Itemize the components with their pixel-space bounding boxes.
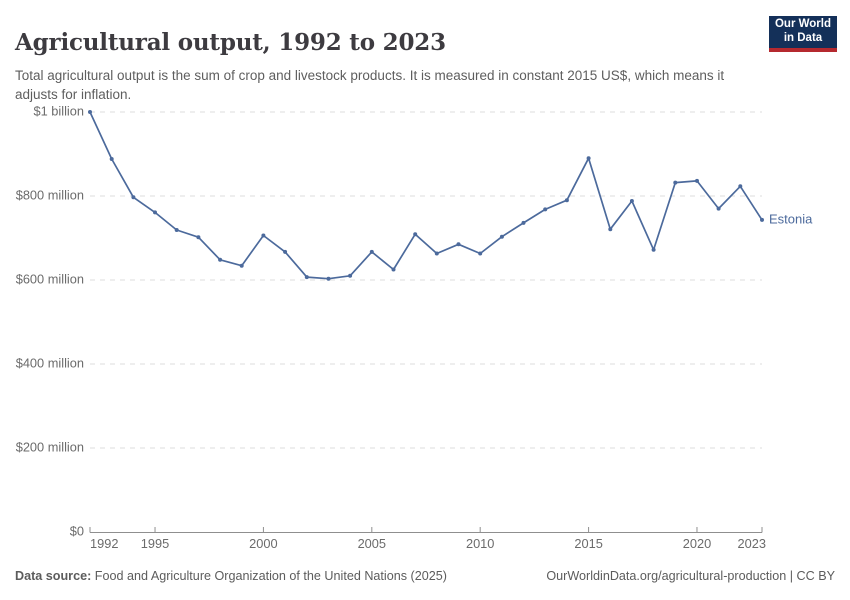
data-point: [348, 273, 353, 278]
data-point: [629, 199, 634, 203]
data-point: [608, 227, 613, 232]
data-line-estonia: [89, 111, 763, 280]
data-point: [478, 251, 483, 256]
data-point: [695, 178, 699, 183]
y-tick-label: $600 million: [16, 271, 84, 286]
data-point: [174, 228, 179, 232]
y-tick-label: $400 million: [16, 355, 84, 370]
data-point: [716, 206, 721, 211]
x-tick-label: 2020: [683, 536, 711, 551]
chart-footer: Data source: Food and Agriculture Organi…: [15, 569, 835, 583]
owid-logo[interactable]: Our World in Data: [769, 16, 837, 52]
y-tick-label: $200 million: [16, 439, 84, 454]
x-tick-label: 2023: [738, 536, 766, 551]
y-tick-label: $800 million: [16, 187, 84, 202]
x-tick-label: 2000: [249, 536, 277, 551]
x-tick-label: 1992: [90, 536, 118, 551]
x-tick-label: 2015: [574, 536, 602, 551]
data-point: [434, 251, 439, 256]
data-source-label: Data source:: [15, 569, 92, 583]
data-point: [586, 156, 591, 161]
chart-subtitle: Total agricultural output is the sum of …: [15, 67, 725, 102]
data-point: [564, 198, 569, 203]
owid-url-license-link[interactable]: OurWorldinData.org/agricultural-producti…: [546, 569, 835, 583]
data-point: [391, 267, 396, 272]
data-point: [283, 249, 288, 254]
data-source-text: Data source: Food and Agriculture Organi…: [15, 569, 447, 583]
data-point: [239, 263, 244, 268]
entity-label-estonia[interactable]: Estonia: [769, 211, 813, 226]
owid-logo-line2: in Data: [783, 32, 823, 44]
data-point: [218, 257, 223, 262]
data-point: [326, 276, 331, 281]
data-point: [499, 234, 504, 239]
data-point: [543, 207, 548, 212]
data-point: [673, 180, 678, 185]
data-point: [651, 247, 656, 252]
data-point: [261, 233, 266, 238]
data-point: [456, 242, 461, 247]
owid-logo-line1: Our World: [774, 18, 831, 31]
data-point: [521, 220, 526, 225]
data-point: [131, 195, 136, 200]
x-tick-label: 2005: [358, 536, 386, 551]
data-point: [304, 275, 309, 280]
data-point: [413, 232, 418, 237]
x-tick-label: 1995: [141, 536, 169, 551]
data-point: [88, 110, 92, 114]
page-title: Agricultural output, 1992 to 2023: [15, 29, 446, 57]
data-point: [153, 210, 157, 215]
x-tick-label: 2010: [466, 536, 494, 551]
data-point: [196, 235, 201, 240]
data-point: [109, 157, 114, 161]
data-source-value: Food and Agriculture Organization of the…: [91, 569, 447, 583]
y-tick-label: $0: [70, 523, 84, 538]
data-point: [738, 184, 743, 189]
y-tick-label: $1 billion: [33, 103, 84, 118]
data-point: [369, 249, 374, 254]
data-point: [760, 217, 764, 222]
